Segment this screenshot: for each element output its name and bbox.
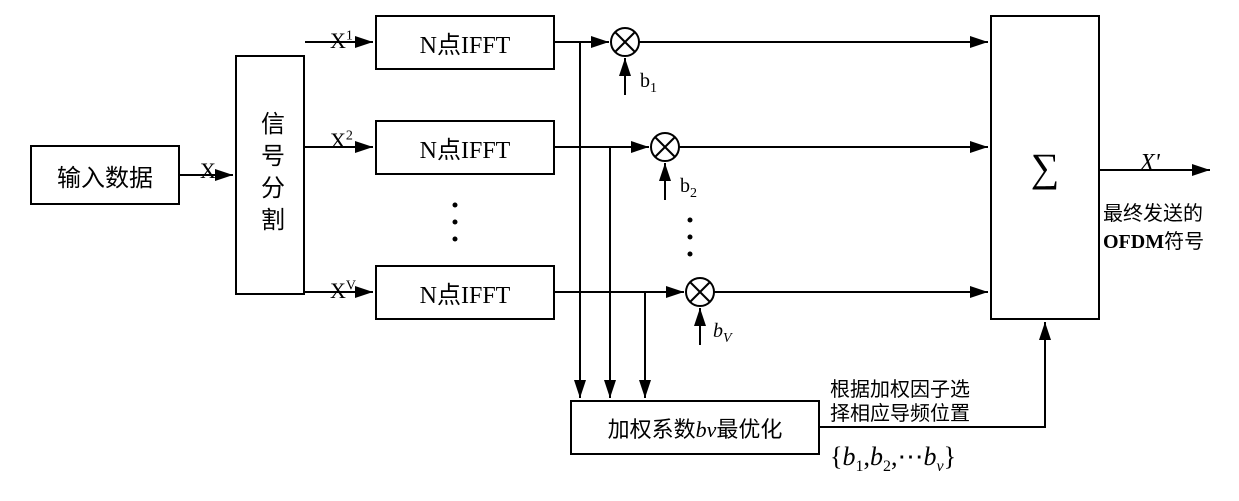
sum-block: ∑ xyxy=(990,15,1100,320)
xprime-label: X' xyxy=(1140,150,1160,177)
b1-label: b1 xyxy=(640,70,657,97)
multiplier-2 xyxy=(651,133,679,161)
signal-split-label: 信号分割 xyxy=(253,111,288,239)
ifft-label-2: N点IFFT xyxy=(420,130,511,165)
b-set-label: {b1,b2,⋯bv} xyxy=(830,442,956,476)
optimization-label: 加权系数bv最优化 xyxy=(608,412,783,444)
b2-label: b2 xyxy=(680,175,697,202)
xv-label: XV xyxy=(330,278,356,304)
ifft-block-3: N点IFFT xyxy=(375,265,555,320)
bv-label: bV xyxy=(713,320,732,347)
optimization-block: 加权系数bv最优化 xyxy=(570,400,820,455)
signal-split-block: 信号分割 xyxy=(235,55,305,295)
sum-label: ∑ xyxy=(1031,144,1060,191)
annotation-text: 根据加权因子选 择相应导频位置 xyxy=(830,378,970,426)
x2-label: X2 xyxy=(330,128,353,154)
ifft-label-1: N点IFFT xyxy=(420,25,511,60)
vdots-ifft xyxy=(453,203,458,242)
input-data-label: 输入数据 xyxy=(57,158,153,193)
ifft-label-3: N点IFFT xyxy=(420,275,511,310)
x-label: X xyxy=(200,158,216,184)
multiplier-1 xyxy=(611,28,639,56)
vdots-mult xyxy=(688,218,693,257)
ifft-block-2: N点IFFT xyxy=(375,120,555,175)
multiplier-3 xyxy=(686,278,714,306)
input-data-block: 输入数据 xyxy=(30,145,180,205)
x1-label: X1 xyxy=(330,28,353,54)
ifft-block-1: N点IFFT xyxy=(375,15,555,70)
final-ofdm-text: 最终发送的 OFDM符号 xyxy=(1103,200,1204,256)
